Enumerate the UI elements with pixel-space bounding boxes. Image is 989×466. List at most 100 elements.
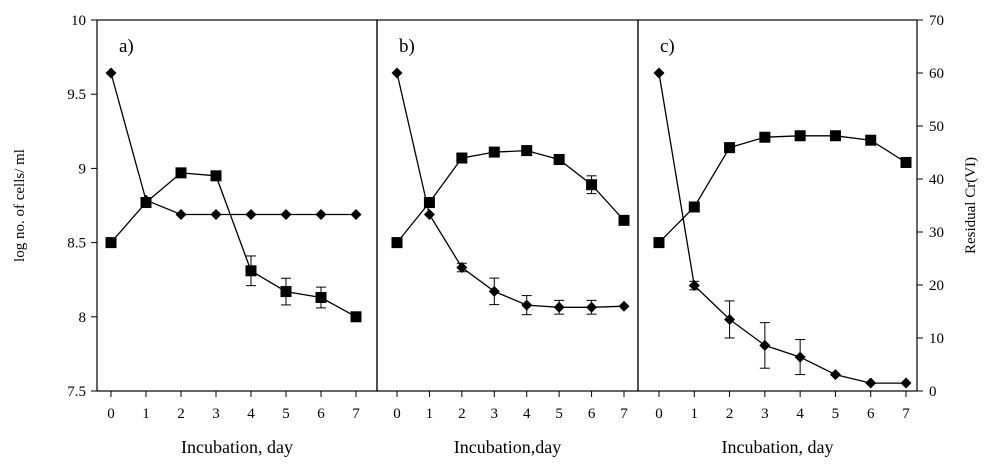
x-axis-tick-label: 5 [832,406,840,422]
x-axis-tick-label: 4 [796,406,804,422]
x-axis-tick-label: 5 [555,406,563,422]
x-axis-title: Incubation,day [454,437,561,457]
x-axis-tick-label: 1 [142,406,150,422]
data-point-diamond [350,209,362,221]
data-point-diamond [618,300,630,312]
x-axis-tick-label: 6 [317,406,325,422]
data-point-diamond [553,301,565,313]
x-axis-tick-label: 3 [212,406,220,422]
right-axis-tick-label: 50 [929,119,944,135]
series-line [396,149,625,244]
data-point-diamond [140,194,152,206]
right-axis-tick-label: 40 [929,172,944,188]
data-point-diamond [423,209,435,221]
data-point-diamond [688,280,700,292]
right-axis-tick-label: 60 [929,66,944,82]
data-point-diamond [759,339,771,351]
data-point-diamond [210,209,222,221]
data-point-diamond [280,209,292,221]
right-axis-tick-label: 20 [929,278,944,294]
left-axis-tick-label: 10 [71,13,86,29]
data-point-square [521,145,533,157]
x-axis-tick-label: 1 [426,406,434,422]
left-axis-tick-label: 8 [79,310,87,326]
data-point-square [794,130,806,142]
data-point-square [391,237,403,249]
data-point-diamond [794,351,806,363]
series-line [658,135,907,244]
x-axis-tick-label: 1 [691,406,699,422]
data-point-diamond [315,209,327,221]
right-axis-tick-label: 0 [929,384,937,400]
data-point-square [553,153,565,165]
x-axis-tick-label: 7 [620,406,628,422]
data-point-diamond [900,377,912,389]
data-point-diamond [586,301,598,313]
series-line [658,72,906,384]
x-axis-title: Incubation, day [722,437,834,457]
right-axis-tick-label: 30 [929,225,944,241]
data-point-diamond [456,262,468,274]
data-point-diamond [865,377,877,389]
data-point-square [488,146,500,158]
data-point-diamond [175,209,187,221]
data-point-square [618,214,630,226]
right-axis-title: Residual Cr(VI) [963,157,979,254]
x-axis-tick-label: 5 [282,406,290,422]
data-point-diamond [829,369,841,381]
panel-label: a) [119,36,134,57]
series-line [110,172,357,318]
data-point-diamond [653,67,665,79]
left-axis-tick-label: 9.5 [67,87,86,103]
data-point-square [423,197,435,209]
left-axis-tick-label: 9 [79,161,87,177]
x-axis-tick-label: 4 [523,406,531,422]
data-point-square [865,134,877,146]
data-point-diamond [245,209,257,221]
left-axis-title: log no. of cells/ ml [12,149,28,262]
data-point-diamond [724,313,736,325]
panel-frame [376,19,639,392]
data-point-square [350,311,362,323]
data-point-square [175,167,187,179]
panel-label: b) [399,36,415,57]
data-point-diamond [521,299,533,311]
data-point-square [105,237,117,249]
data-point-diamond [488,285,500,297]
x-axis-tick-label: 3 [491,406,499,422]
left-axis-tick-label: 7.5 [67,384,86,400]
x-axis-tick-label: 0 [655,406,663,422]
data-point-square [724,142,736,154]
right-axis-tick-label: 70 [929,13,944,29]
data-point-square [829,130,841,142]
data-point-square [900,156,912,168]
panel-frame [637,19,918,392]
data-point-square [653,237,665,249]
data-point-square [759,131,771,143]
data-point-square [456,152,468,164]
x-axis-tick-label: 7 [352,406,360,422]
x-axis-title: Incubation, day [181,437,293,457]
right-axis-tick-label: 10 [929,331,944,347]
data-point-square [688,201,700,213]
left-axis-tick-label: 8.5 [67,236,86,252]
panel-frames [96,19,918,392]
panel-label: c) [660,36,675,57]
panel-frame [96,19,378,392]
data-point-diamond [391,67,403,79]
axes [91,19,923,397]
data-point-square [280,286,292,298]
data-point-square [586,179,598,191]
x-axis-tick-label: 6 [867,406,875,422]
x-axis-tick-label: 2 [726,406,734,422]
data-point-square [315,292,327,304]
x-axis-tick-label: 3 [761,406,769,422]
x-axis-tick-label: 6 [588,406,596,422]
x-axis-tick-label: 2 [177,406,185,422]
data-marks [105,67,912,389]
x-axis-tick-label: 4 [247,406,255,422]
x-axis-tick-label: 2 [458,406,466,422]
data-point-square [245,265,257,277]
x-axis-tick-label: 7 [902,406,910,422]
